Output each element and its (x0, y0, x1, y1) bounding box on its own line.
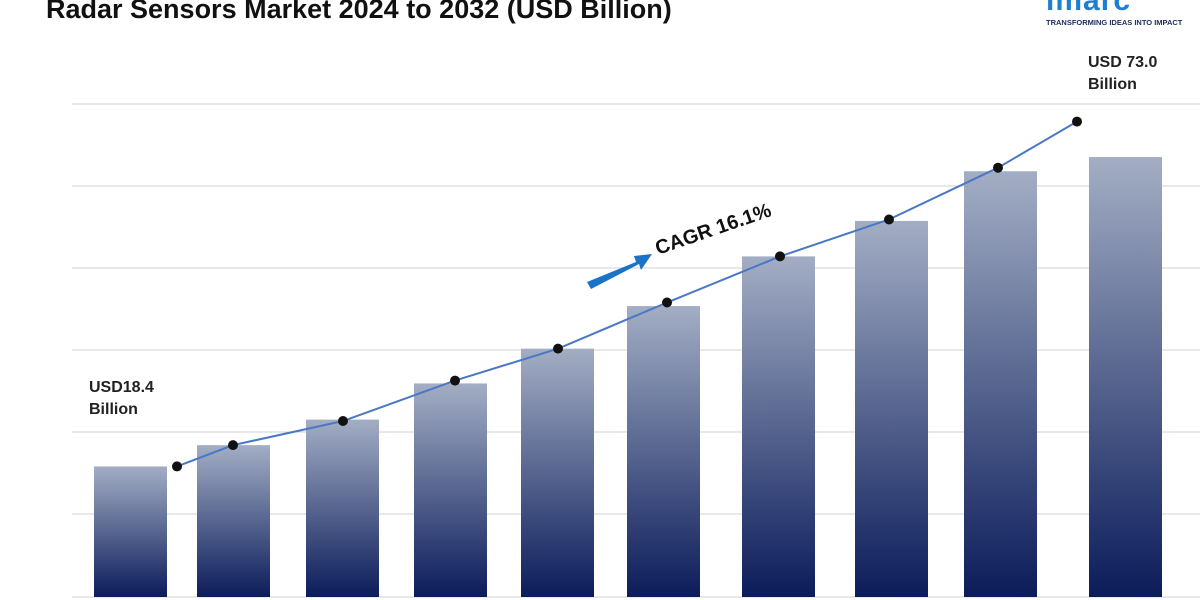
bar-2029 (627, 306, 700, 597)
arrow-icon (587, 254, 652, 289)
cagr-label: CAGR 16.1% (652, 199, 774, 259)
imarc-logo: imarc TRANSFORMING IDEAS INTO IMPACT (1046, 0, 1200, 30)
growth-line-path (176, 120, 1078, 468)
line-markers (172, 116, 1082, 472)
growth-line (176, 120, 1078, 468)
end-value-label: USD 73.0 (1088, 54, 1157, 71)
line-point (338, 416, 348, 427)
line-point (1072, 116, 1082, 127)
line-point (450, 375, 460, 386)
bar-2031 (855, 220, 928, 598)
bar-2028 (521, 348, 594, 597)
bar-2032 (964, 171, 1037, 597)
bar-2030 (742, 256, 815, 597)
logo-tagline: TRANSFORMING IDEAS INTO IMPACT (1046, 18, 1183, 27)
cagr-arrow (587, 254, 652, 289)
line-point (172, 461, 182, 472)
line-point (662, 297, 672, 308)
line-point (993, 162, 1003, 173)
line-point (553, 343, 563, 354)
line-point (775, 251, 785, 262)
start-value-label: USD18.4 (89, 379, 154, 396)
chart-title: Radar Sensors Market 2024 to 2032 (USD B… (46, 0, 672, 24)
end-value-unit: Billion (1088, 76, 1137, 93)
line-point (228, 440, 238, 451)
bar-2027 (414, 383, 487, 597)
bar-extra-9 (1089, 157, 1162, 597)
line-point (884, 214, 894, 225)
logo-wordmark: imarc (1046, 0, 1132, 17)
bars (94, 157, 1162, 598)
start-value-unit: Billion (89, 401, 138, 418)
bar-2024 (94, 466, 167, 597)
bar-2026 (306, 419, 379, 597)
bar-2025 (197, 445, 270, 597)
